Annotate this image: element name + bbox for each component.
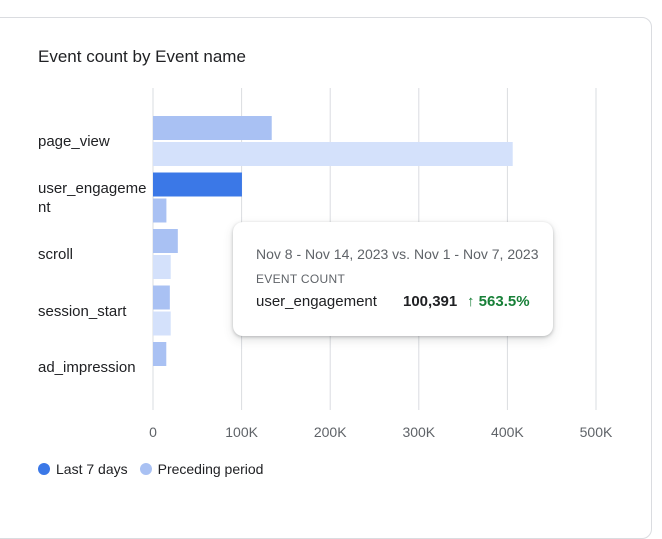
bar-ad-impression-last-7-days[interactable] — [153, 342, 167, 366]
bar-user-engagement-preceding-period[interactable] — [153, 198, 167, 223]
y-category-label-session-start: session_start — [38, 302, 127, 320]
x-tick-label-500k: 500K — [579, 424, 613, 440]
legend-item-last-7-days[interactable]: Last 7 days — [38, 461, 128, 477]
bar-scroll-last-7-days[interactable] — [153, 229, 178, 253]
y-category-label-user-engagement: user_engagement — [38, 179, 147, 216]
chart-legend: Last 7 days Preceding period — [38, 461, 275, 477]
x-tick-label-100k: 100K — [225, 424, 258, 440]
x-tick-label-0: 0 — [149, 424, 157, 440]
x-tick-label-400k: 400K — [491, 424, 524, 440]
legend-label-preceding-period: Preceding period — [157, 461, 264, 477]
chart-tooltip: Nov 8 - Nov 14, 2023 vs. Nov 1 - Nov 7, … — [233, 222, 553, 336]
arrow-up-icon: ↑ — [467, 293, 475, 310]
bar-page-view-preceding-period[interactable] — [153, 142, 513, 166]
tooltip-date-range: Nov 8 - Nov 14, 2023 vs. Nov 1 - Nov 7, … — [256, 246, 539, 262]
legend-item-preceding-period[interactable]: Preceding period — [139, 461, 264, 477]
x-tick-label-300k: 300K — [402, 424, 436, 440]
y-category-label-ad-impression: ad_impression — [38, 359, 136, 376]
tooltip-change-value: 563.5% — [478, 293, 530, 310]
legend-label-last-7-days: Last 7 days — [56, 461, 128, 477]
y-category-label-page-view: page_view — [38, 133, 110, 150]
tooltip-value: 100,391 — [403, 293, 458, 310]
chart-plot — [152, 88, 597, 410]
bar-user-engagement-last-7-days[interactable] — [153, 172, 242, 197]
x-tick-label-200k: 200K — [313, 424, 347, 440]
tooltip-event-name: user_engagement — [256, 293, 377, 310]
bar-session-start-preceding-period[interactable] — [153, 311, 171, 336]
tooltip-metric-label: EVENT COUNT — [256, 272, 346, 286]
chart-title: Event count by Event name — [38, 47, 246, 66]
legend-swatch-preceding-period — [139, 463, 152, 475]
bar-scroll-preceding-period[interactable] — [153, 255, 171, 279]
y-category-label-scroll: scroll — [38, 246, 74, 263]
tooltip-change: ↑ 563.5% — [467, 293, 530, 310]
legend-swatch-last-7-days — [38, 463, 50, 475]
bar-session-start-last-7-days[interactable] — [153, 285, 170, 310]
bar-page-view-last-7-days[interactable] — [153, 116, 272, 140]
